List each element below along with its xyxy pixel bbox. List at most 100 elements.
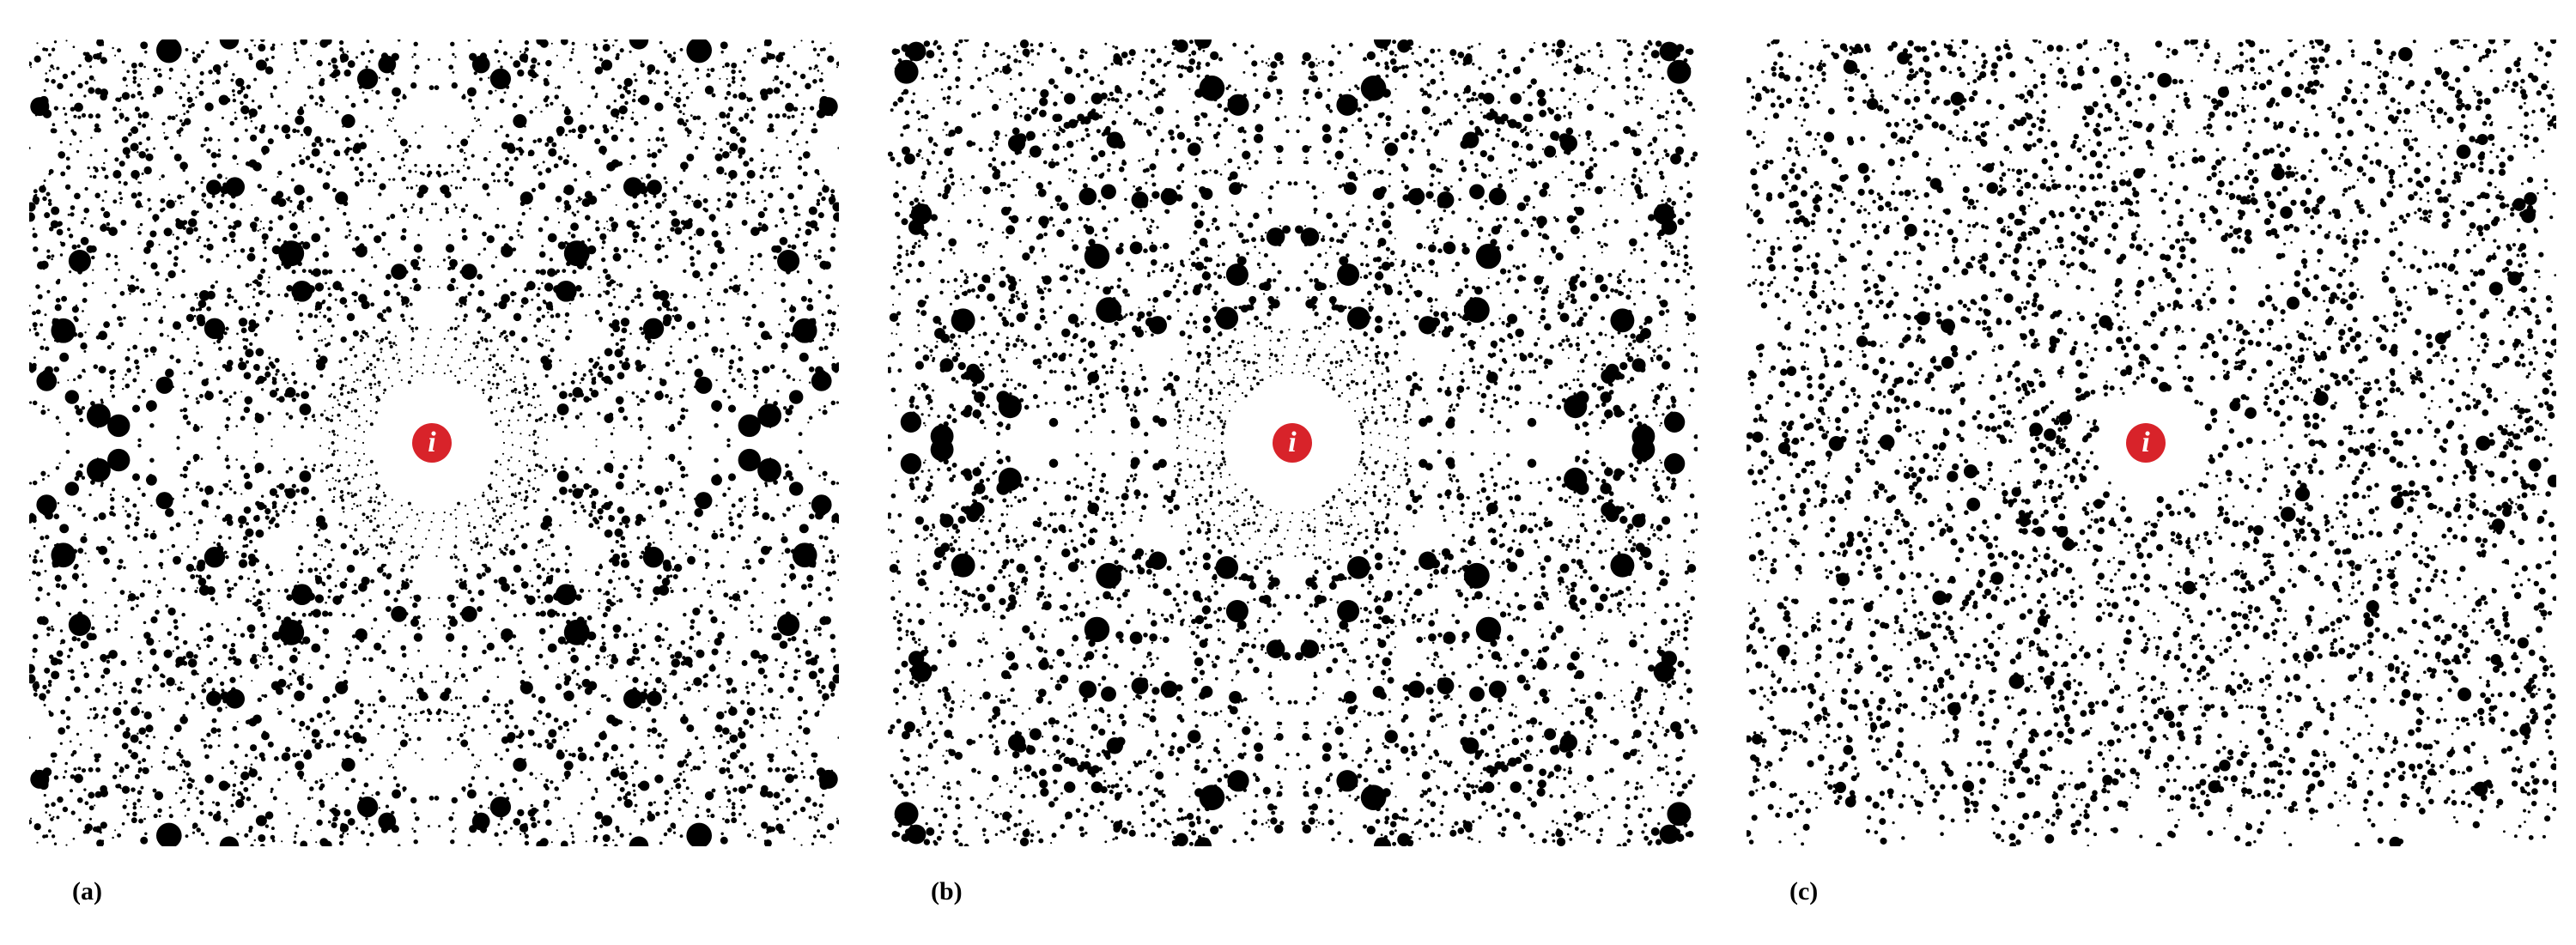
dot [244, 117, 247, 120]
dot [351, 494, 355, 498]
dot [51, 79, 56, 84]
dot [100, 482, 103, 484]
dot [147, 684, 150, 688]
dot [68, 214, 70, 216]
dot [89, 65, 92, 68]
dot [252, 281, 255, 283]
dot [703, 752, 705, 754]
dot [756, 345, 761, 349]
dot [652, 162, 657, 167]
dot [227, 519, 234, 526]
dot [603, 376, 611, 384]
dot [176, 446, 179, 450]
dot [671, 787, 672, 789]
dot [219, 492, 223, 496]
dot [457, 559, 459, 561]
dot [49, 70, 52, 72]
dot [547, 809, 549, 811]
dot [348, 234, 350, 237]
dot [738, 524, 744, 530]
dot [823, 471, 828, 476]
dot [823, 47, 826, 51]
dot [125, 498, 130, 503]
dot [572, 484, 576, 488]
dot [373, 172, 377, 176]
dot [415, 713, 416, 715]
dot [744, 822, 747, 826]
dot [169, 526, 173, 530]
dot [344, 809, 351, 816]
dot [73, 838, 76, 840]
dot [145, 724, 153, 732]
dot [726, 806, 728, 808]
dot [809, 815, 812, 819]
dot [374, 518, 376, 519]
dot [277, 105, 281, 108]
dot [785, 82, 791, 88]
dot [268, 654, 273, 659]
dot [479, 805, 483, 809]
dot [46, 255, 51, 259]
dot [191, 669, 197, 675]
dot [670, 58, 676, 64]
dot [608, 302, 613, 307]
dot [250, 844, 253, 846]
dot [39, 346, 44, 350]
dot [743, 161, 749, 167]
dot [401, 296, 404, 299]
dot [744, 388, 746, 390]
dot [470, 597, 474, 602]
dot [175, 769, 178, 772]
dot [112, 488, 115, 491]
dot [603, 124, 608, 130]
dot [255, 451, 258, 453]
dot [372, 373, 375, 377]
dot [332, 64, 337, 70]
dot [483, 318, 487, 322]
dot [568, 232, 570, 234]
dot [285, 112, 288, 115]
dot [611, 221, 618, 229]
dot [518, 234, 520, 237]
dot [711, 346, 718, 353]
dot [803, 107, 805, 110]
dot [641, 644, 646, 649]
dot [598, 588, 602, 592]
dot [747, 702, 750, 705]
dot [196, 345, 198, 348]
dot [177, 687, 182, 692]
dot [550, 257, 553, 261]
dot [580, 803, 583, 805]
dot [496, 163, 501, 167]
dot [254, 756, 257, 759]
dot [319, 809, 320, 811]
dot [613, 427, 615, 429]
dot [494, 833, 498, 837]
dot [695, 68, 699, 72]
dot [234, 250, 236, 252]
dot [318, 544, 319, 546]
dot [176, 436, 179, 439]
dot [172, 544, 176, 548]
dot [800, 807, 805, 812]
dot [417, 736, 422, 741]
dot [143, 818, 146, 821]
dot [159, 706, 161, 707]
dot [183, 241, 188, 246]
dot [787, 374, 791, 379]
dot [194, 590, 197, 593]
dot [459, 668, 461, 669]
dot [77, 245, 81, 248]
dot [307, 568, 313, 573]
dot [300, 106, 303, 110]
dot [307, 196, 313, 203]
dot [212, 195, 216, 198]
dot [708, 244, 709, 245]
dot [483, 564, 487, 568]
dot [565, 562, 568, 565]
dot [640, 63, 644, 67]
dot [606, 105, 611, 109]
dot [257, 502, 264, 510]
dot [568, 130, 572, 133]
dot [740, 799, 742, 801]
